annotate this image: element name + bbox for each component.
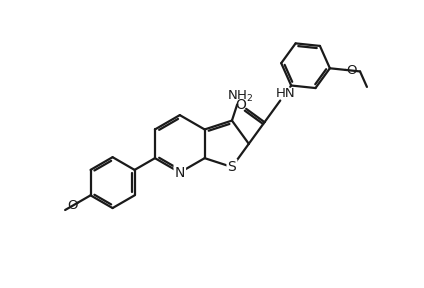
Text: N: N (175, 166, 185, 179)
Text: HN: HN (276, 87, 296, 100)
Text: S: S (228, 160, 236, 174)
Text: O: O (67, 199, 78, 213)
Text: NH$_2$: NH$_2$ (226, 89, 253, 104)
Text: O: O (235, 98, 246, 111)
Text: O: O (347, 64, 357, 77)
